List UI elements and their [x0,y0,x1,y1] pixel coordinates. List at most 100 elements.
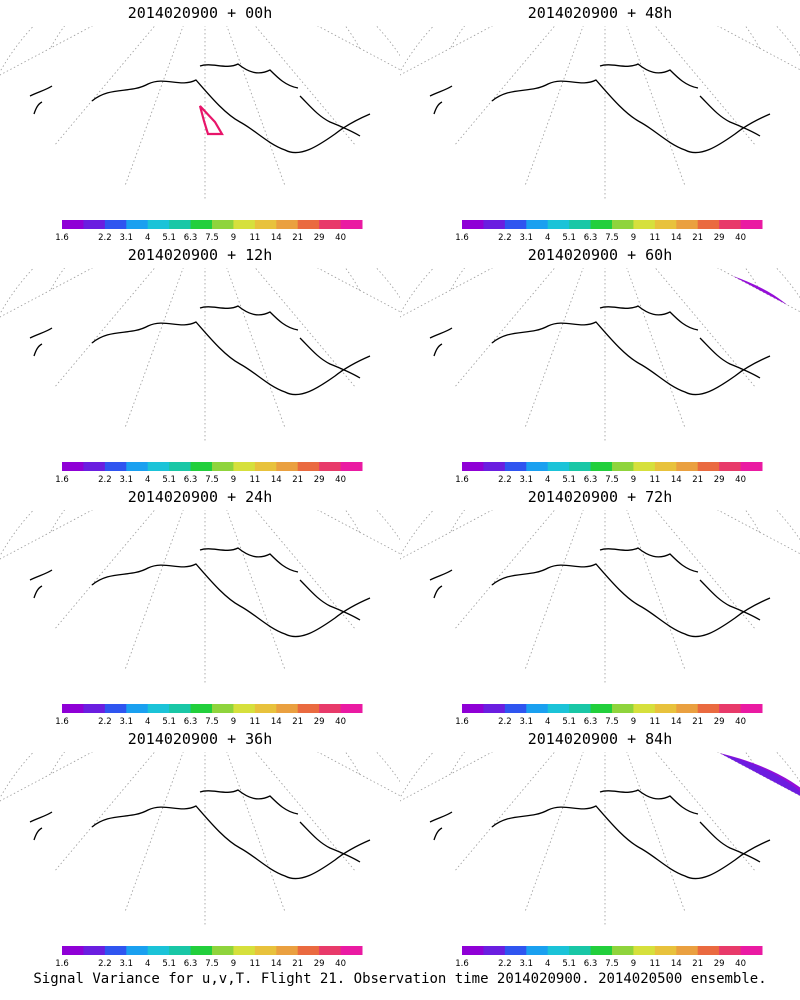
coastline [429,789,771,880]
colorbar-tick-label: 5.1 [162,717,176,726]
colorbar-tick-label: 14 [671,475,682,484]
variance-map [0,752,400,927]
contour-level [459,39,753,77]
contour-level [568,312,673,319]
colorbar-swatch [276,220,299,229]
colorbar-swatch [126,462,149,471]
contour-level [58,531,335,561]
colorbar-tick-label: 4 [545,475,550,484]
contour-level [473,528,744,561]
colorbar-tick-label: 4 [145,959,150,968]
colorbar-tick-label: 40 [335,717,346,726]
colorbar-tick-label: 2.2 [98,475,112,484]
contour-level [459,281,764,319]
colorbar-tick-label: 40 [735,717,746,726]
colorbar-swatch [654,462,677,471]
graticule [0,752,400,927]
graticule [0,510,400,685]
colorbar-swatch [676,946,699,955]
colorbar-swatch [462,220,484,229]
colorbar-swatch [319,704,342,713]
colorbar-swatch [233,704,256,713]
contour-level [517,51,728,77]
colorbar: 1.6 2.2 3.1 4 5.1 6.3 7.5 9 11 14 21 29 40 [455,462,763,484]
colorbar-tick-label: 4 [145,717,150,726]
graticule [400,752,800,927]
contour-level [85,786,291,803]
colorbar-tick-label: 11 [649,717,660,726]
colorbar-swatch [526,704,549,713]
coastline [429,63,771,154]
colorbar-swatch [526,946,549,955]
colorbar-swatch [547,462,570,471]
colorbar-swatch [676,462,699,471]
coastline [29,789,371,880]
colorbar-swatch [504,946,527,955]
colorbar-tick-label: 21 [692,959,703,968]
contour-level [456,30,777,77]
contour-level [492,50,731,77]
colorbar-tick-label: 40 [335,475,346,484]
panel-title: 2014020900 + 12h [127,246,273,264]
contour-level [154,72,262,77]
contour-level [470,48,736,77]
coastline [429,305,771,396]
colorbar-swatch [83,220,106,229]
colorbar-swatch [462,462,484,471]
colorbar-tick-label: 14 [271,475,282,484]
colorbar-swatch [612,946,634,955]
colorbar-swatch [62,220,84,229]
map-panel: 2014020900 + 00h 1.6 2.2 3.1 4 5.1 6.3 7.5 9 11 14… [0,0,400,242]
colorbar-swatch [462,704,484,713]
colorbar-swatch [254,704,277,713]
colorbar-swatch [483,462,506,471]
colorbar-swatch [590,220,613,229]
colorbar-swatch [254,946,277,955]
colorbar-swatch [526,220,549,229]
colorbar-swatch [676,220,699,229]
colorbar-swatch [612,220,634,229]
colorbar-tick-label: 4 [545,717,550,726]
contour-level [92,53,311,77]
colorbar-tick-label: 4 [145,233,150,242]
colorbar-tick-label: 6.3 [584,717,598,726]
colorbar-tick-label: 6.3 [584,475,598,484]
colorbar-tick-label: 2.2 [498,475,512,484]
colorbar-tick-label: 21 [692,233,703,242]
contour-level [90,300,303,319]
colorbar-tick-label: 40 [335,959,346,968]
colorbar-tick-label: 1.6 [455,959,469,968]
colorbar-swatch [504,462,527,471]
contour-level [440,754,777,803]
contour-level [549,795,662,803]
coastline [429,547,771,638]
contour-level [437,275,770,319]
colorbar-tick-label: 14 [671,959,682,968]
colorbar: 1.6 2.2 3.1 4 5.1 6.3 7.5 9 11 14 21 29 40 [455,946,763,968]
colorbar-swatch [340,462,363,471]
colorbar-tick-label: 11 [649,959,660,968]
colorbar-swatch [169,462,192,471]
colorbar-tick-label: 5.1 [562,233,576,242]
colorbar-swatch [190,704,213,713]
colorbar-tick-label: 9 [231,233,236,242]
contour-level [452,26,800,77]
colorbar-swatch [147,462,170,471]
contour-level [57,280,347,319]
colorbar-tick-label: 7.5 [605,717,619,726]
colorbar-tick-label: 11 [249,475,260,484]
colorbar-swatch [569,704,592,713]
panel-title: 2014020900 + 84h [527,730,673,748]
colorbar-swatch [633,946,656,955]
colorbar-tick-label: 14 [271,717,282,726]
colorbar-tick-label: 1.6 [55,233,69,242]
colorbar-tick-label: 9 [631,717,636,726]
colorbar-swatch [340,946,363,955]
contour-level [522,308,684,319]
colorbar-tick-label: 9 [631,959,636,968]
colorbar-swatch [590,704,613,713]
panel-title: 2014020900 + 00h [127,4,273,22]
coastline [29,305,371,396]
contour-level [146,324,230,370]
colorbar-swatch [633,220,656,229]
